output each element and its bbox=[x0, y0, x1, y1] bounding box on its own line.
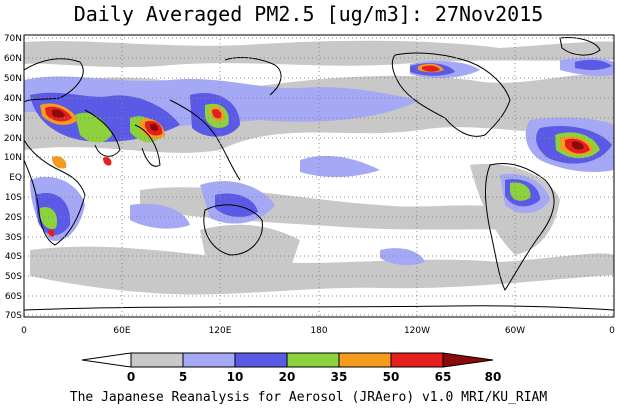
coastlines bbox=[24, 37, 614, 311]
colorbar-segment bbox=[130, 352, 184, 368]
lat-label: 50N bbox=[4, 74, 22, 84]
pm25-field bbox=[24, 37, 614, 311]
lat-label: 30N bbox=[4, 114, 22, 124]
lon-label: 120W bbox=[404, 326, 430, 336]
colorbar-tick: 5 bbox=[179, 370, 187, 384]
lon-label: 0 bbox=[21, 326, 27, 336]
lat-label: 40N bbox=[4, 94, 22, 104]
colorbar-segment bbox=[234, 352, 288, 368]
lat-label: 10S bbox=[5, 193, 22, 203]
colorbar-tick: 35 bbox=[331, 370, 348, 384]
lat-label: 30S bbox=[5, 233, 22, 243]
lon-label: 60W bbox=[505, 326, 525, 336]
map-title: Daily Averaged PM2.5 [ug/m3]: 27Nov2015 bbox=[73, 2, 544, 26]
colorbar-tick: 80 bbox=[485, 370, 502, 384]
colorbar-segment bbox=[390, 352, 444, 368]
lat-label: 70N bbox=[4, 34, 22, 44]
colorbar-segment bbox=[338, 352, 392, 368]
lat-label: EQ bbox=[9, 173, 22, 183]
map-frame bbox=[23, 34, 615, 318]
lat-label: 50S bbox=[5, 272, 22, 282]
lon-label: 120E bbox=[209, 326, 232, 336]
lon-label: 60E bbox=[113, 326, 130, 336]
colorbar-tick: 0 bbox=[127, 370, 135, 384]
colorbar-tick: 50 bbox=[383, 370, 400, 384]
colorbar-labels: 0 5 10 20 35 50 65 80 bbox=[127, 370, 502, 384]
lat-label: 20S bbox=[5, 213, 22, 223]
lon-label: 0 bbox=[609, 326, 615, 336]
colorbar-segment bbox=[182, 352, 236, 368]
lat-label: 40S bbox=[5, 252, 22, 262]
lat-label: 10N bbox=[4, 153, 22, 163]
colorbar-high-arrow bbox=[442, 352, 494, 368]
colorbar-tick: 20 bbox=[279, 370, 296, 384]
lat-label: 60S bbox=[5, 292, 22, 302]
colorbar-tick: 65 bbox=[435, 370, 452, 384]
lat-label: 20N bbox=[4, 134, 22, 144]
lat-label: 70S bbox=[5, 311, 22, 321]
latitude-labels: 70N 60N 50N 40N 30N 20N 10N EQ 10S 20S 3… bbox=[4, 34, 22, 321]
lat-label: 60N bbox=[4, 54, 22, 64]
colorbar-segment bbox=[286, 352, 340, 368]
colorbar-tick: 10 bbox=[227, 370, 244, 384]
footer-credit: The Japanese Reanalysis for Aerosol (JRA… bbox=[69, 390, 548, 405]
colorbar-low-arrow bbox=[81, 352, 132, 368]
longitude-labels: 0 60E 120E 180 120W 60W 0 bbox=[21, 326, 615, 336]
colorbar bbox=[81, 352, 494, 368]
lon-label: 180 bbox=[310, 326, 327, 336]
